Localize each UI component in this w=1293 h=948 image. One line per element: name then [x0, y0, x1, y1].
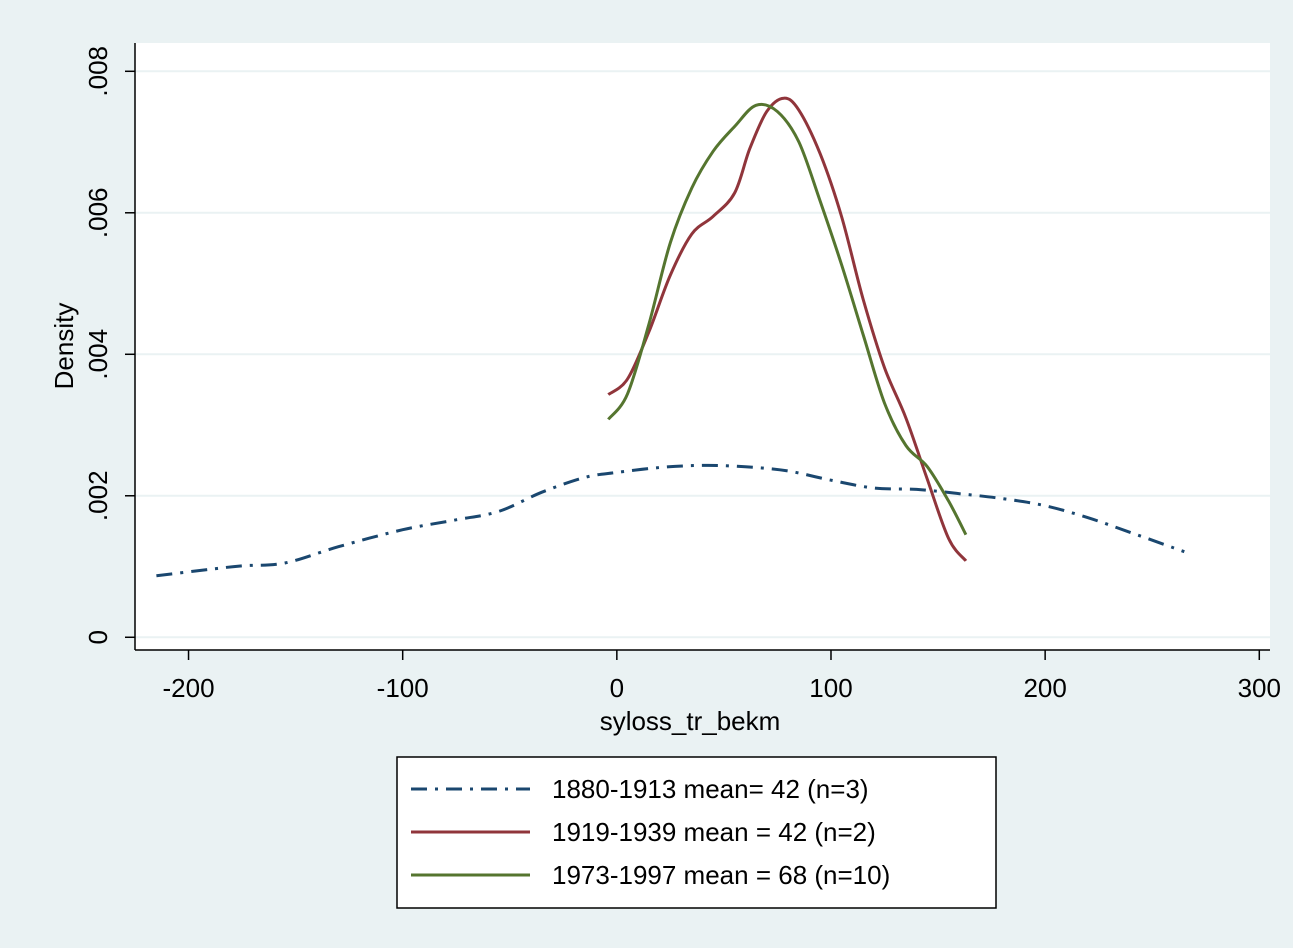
x-ticks: -200 -100 0 100 200 300	[163, 650, 1281, 703]
plot-area	[135, 43, 1270, 650]
legend: 1880-1913 mean= 42 (n=3) 1919-1939 mean =…	[396, 756, 997, 909]
x-tick-label: 100	[809, 673, 852, 703]
legend-label: 1919-1939 mean = 42 (n=2)	[552, 817, 876, 847]
x-tick-label: 0	[610, 673, 624, 703]
legend-label: 1973-1997 mean = 68 (n=10)	[552, 860, 890, 890]
y-axis-title: Density	[49, 303, 79, 390]
x-tick-label: 300	[1238, 673, 1281, 703]
series-lines	[156, 96, 1185, 578]
series-line-0	[156, 463, 1185, 578]
y-tick-label: 0	[83, 630, 113, 644]
x-tick-label: -100	[377, 673, 429, 703]
y-tick-label: .004	[83, 329, 113, 380]
axes	[134, 43, 1270, 651]
legend-label: 1880-1913 mean= 42 (n=3)	[552, 774, 869, 804]
y-tick-label: .006	[83, 187, 113, 238]
series-line-1	[607, 96, 968, 562]
y-tick-label: .008	[83, 46, 113, 97]
legend-items: 1880-1913 mean= 42 (n=3) 1919-1939 mean =…	[411, 774, 890, 890]
x-tick-label: 200	[1023, 673, 1066, 703]
y-ticks: 0 .002 .004 .006 .008	[83, 46, 135, 645]
series-line-2	[607, 102, 968, 536]
grid	[135, 70, 1270, 639]
x-tick-label: -200	[163, 673, 215, 703]
y-tick-label: .002	[83, 470, 113, 521]
x-axis-title: syloss_tr_bekm	[600, 706, 781, 736]
